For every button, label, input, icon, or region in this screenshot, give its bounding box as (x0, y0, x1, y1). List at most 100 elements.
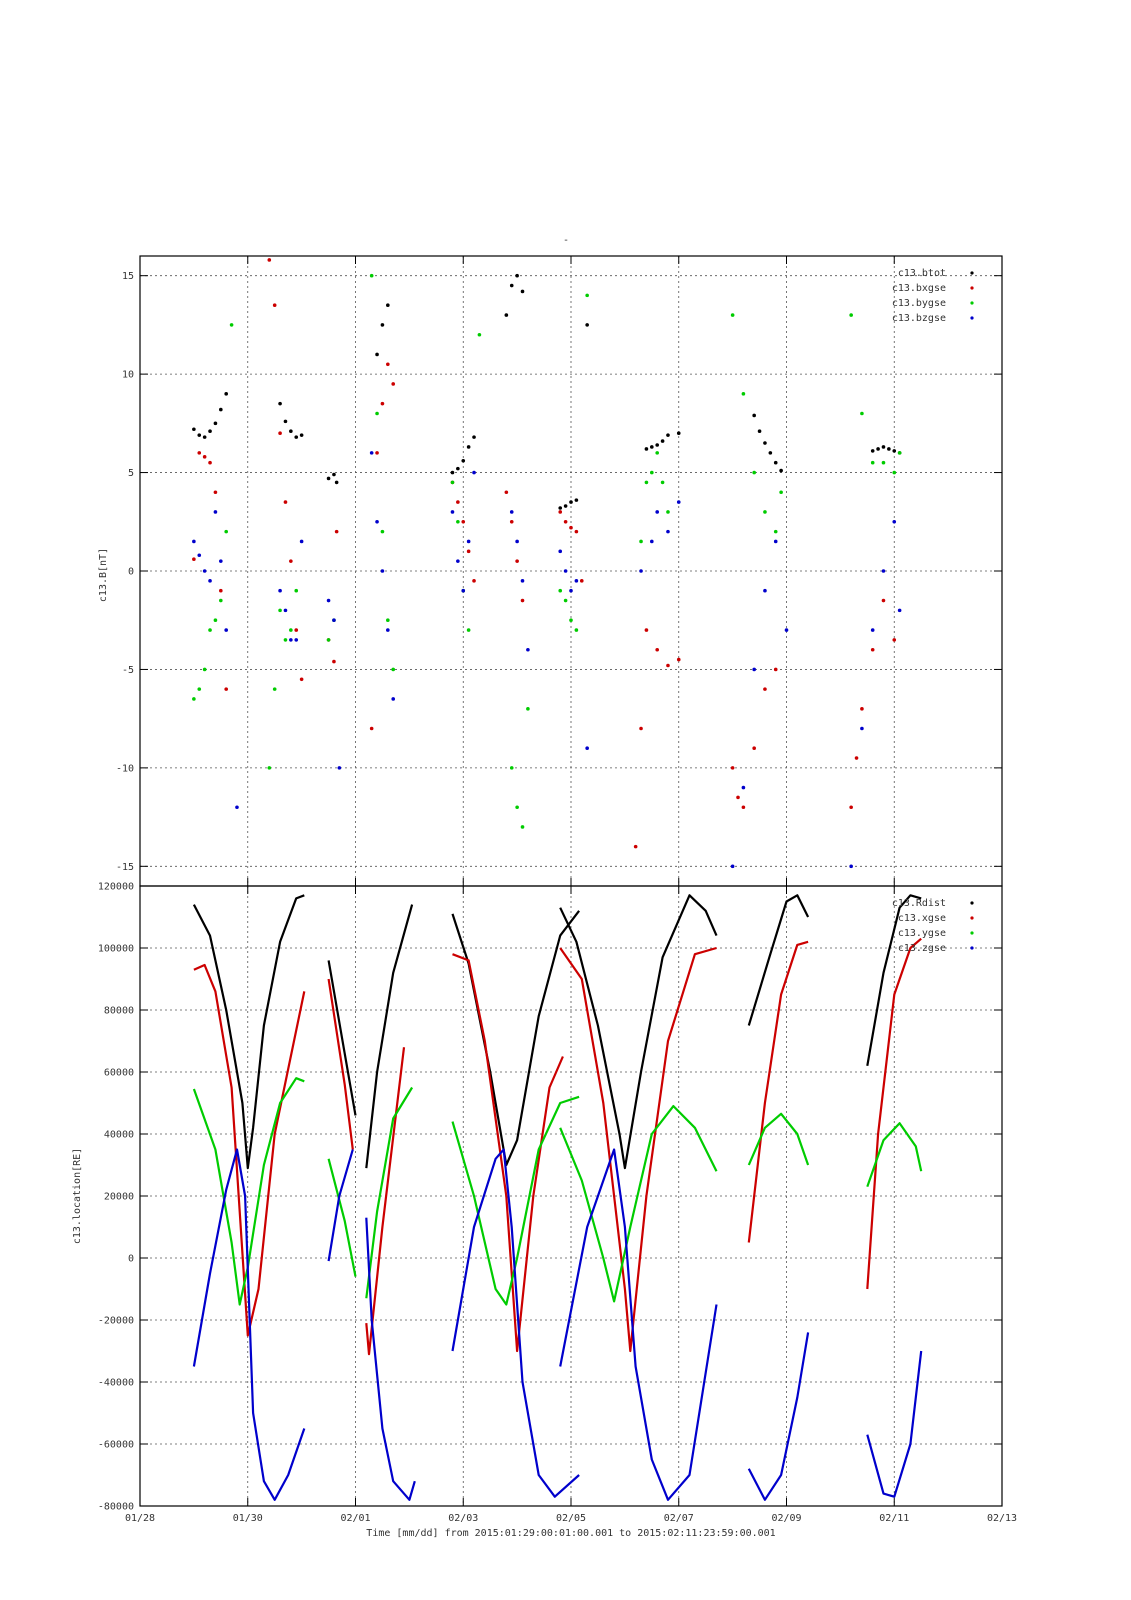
location-panel: -80000 -60000 -40000 -20000 0 20000 40000 60000… (72, 882, 1017, 1525)
data-point-c13-bygse (509, 766, 514, 770)
data-point-c13-bxgse (563, 519, 568, 524)
data-point-c13-btot (768, 451, 773, 455)
data-point-c13-btot (466, 445, 471, 449)
top-y-tick-label: -5 (122, 665, 134, 676)
bottom-data-marks (192, 894, 923, 1501)
data-point-c13-bzgse (520, 579, 525, 583)
bottom-y-tick-label: 20000 (104, 1192, 134, 1203)
data-point-c13-bxgse (197, 451, 202, 455)
data-point-c13-bxgse (272, 303, 277, 308)
data-point-c13-bygse (272, 687, 277, 691)
data-point-c13-btot (278, 401, 282, 406)
data-point-c13-bzgse (773, 539, 778, 544)
data-point-c13-btot (294, 435, 299, 439)
data-point-c13-btot (892, 449, 897, 453)
legend-swatch-c13-bzgse (970, 316, 974, 320)
data-point-c13-bzgse (563, 569, 568, 573)
data-point-c13-bygse (391, 667, 396, 672)
legend-label-c13-bygse: c13.bygse (892, 298, 946, 309)
x-tick-label: 02/05 (556, 1513, 586, 1524)
data-point-c13-bzgse (224, 628, 228, 632)
data-point-c13-bzgse (326, 598, 331, 603)
bottom-y-tick-label: 120000 (98, 882, 134, 893)
data-point-c13-bygse (192, 697, 196, 701)
series-line-c13-zgse (192, 1148, 306, 1501)
data-point-c13-bygse (213, 618, 218, 623)
data-point-c13-bxgse (332, 659, 336, 664)
data-point-c13-bzgse (332, 618, 336, 623)
data-point-c13-bygse (477, 332, 482, 337)
top-y-tick-label: -10 (116, 763, 134, 774)
x-tick-label: 02/11 (879, 1513, 909, 1524)
data-point-c13-bxgse (369, 726, 374, 731)
bottom-y-tick-label: -20000 (98, 1316, 134, 1327)
data-point-c13-btot (509, 283, 514, 288)
data-point-c13-bxgse (208, 460, 212, 465)
data-point-c13-bxgse (763, 687, 767, 691)
legend-swatch-c13-xgse (970, 916, 974, 920)
data-point-c13-bxgse (860, 707, 864, 711)
data-point-c13-bygse (585, 293, 589, 298)
data-point-c13-bxgse (676, 657, 681, 662)
data-point-c13-bxgse (854, 756, 859, 760)
data-point-c13-bzgse (526, 647, 530, 652)
series-line-c13-xgse (452, 953, 564, 1353)
data-point-c13-bzgse (558, 549, 563, 554)
bottom-legend: c13.Rdist c13.xgse c13.ygse c13.zgse (892, 898, 974, 954)
data-point-c13-bygse (202, 667, 207, 672)
data-point-c13-bygse (375, 411, 379, 416)
data-point-c13-bygse (224, 529, 228, 534)
series-line-c13-xgse (365, 1047, 406, 1356)
top-y-tick-label: 15 (122, 271, 134, 282)
data-point-c13-bygse (752, 470, 756, 475)
x-tick-label: 02/07 (664, 1513, 694, 1524)
data-point-c13-bygse (779, 490, 783, 495)
series-line-c13-zgse (747, 1332, 810, 1501)
data-point-c13-bygse (849, 313, 853, 317)
data-point-c13-bxgse (391, 382, 396, 386)
data-point-c13-btot (375, 352, 379, 357)
data-point-c13-bxgse (334, 529, 339, 534)
figure-title: - (563, 235, 569, 246)
data-point-c13-btot (779, 468, 783, 473)
data-point-c13-bzgse (784, 628, 789, 632)
data-point-c13-bzgse (574, 579, 579, 583)
data-point-c13-btot (757, 429, 762, 434)
data-point-c13-bzgse (289, 638, 293, 642)
data-point-c13-bzgse (650, 539, 654, 544)
data-point-c13-btot (752, 413, 756, 418)
data-point-c13-bzgse (870, 628, 875, 632)
data-point-c13-btot (334, 480, 339, 485)
top-y-tick-label: -15 (116, 862, 134, 873)
x-tick-labels: 01/28 01/30 02/01 02/03 02/05 02/07 02/09 02/11… (125, 1513, 1017, 1524)
data-point-c13-btot (456, 466, 460, 471)
data-point-c13-bygse (520, 825, 525, 829)
data-point-c13-btot (870, 449, 875, 453)
top-y-tick-label: 0 (128, 567, 134, 578)
data-point-c13-bygse (466, 628, 471, 632)
data-point-c13-btot (644, 447, 649, 451)
data-point-c13-bygse (870, 460, 875, 465)
bottom-y-tick-label: 40000 (104, 1130, 134, 1141)
data-point-c13-bxgse (219, 588, 223, 593)
data-point-c13-btot (299, 433, 304, 437)
data-point-c13-bxgse (472, 579, 476, 583)
data-point-c13-bxgse (752, 746, 756, 750)
series-line-c13-Rdist (192, 894, 305, 1170)
legend-label-c13-btot: c13.btot (898, 268, 946, 279)
data-point-c13-btot (585, 323, 589, 327)
legend-swatch-c13-ygse (970, 931, 974, 935)
data-point-c13-bygse (208, 628, 212, 632)
data-point-c13-btot (380, 323, 385, 327)
data-point-c13-btot (655, 443, 659, 447)
top-series-c13-bxgse (192, 258, 897, 849)
data-point-c13-bzgse (380, 569, 385, 573)
legend-label-c13-Rdist: c13.Rdist (892, 898, 946, 909)
series-line-c13-xgse (559, 946, 717, 1353)
data-point-c13-bzgse (386, 628, 390, 632)
x-tick-label: 02/09 (771, 1513, 801, 1524)
data-point-c13-btot (676, 431, 681, 435)
data-point-c13-bzgse (897, 608, 902, 613)
data-point-c13-bxgse (375, 451, 379, 455)
